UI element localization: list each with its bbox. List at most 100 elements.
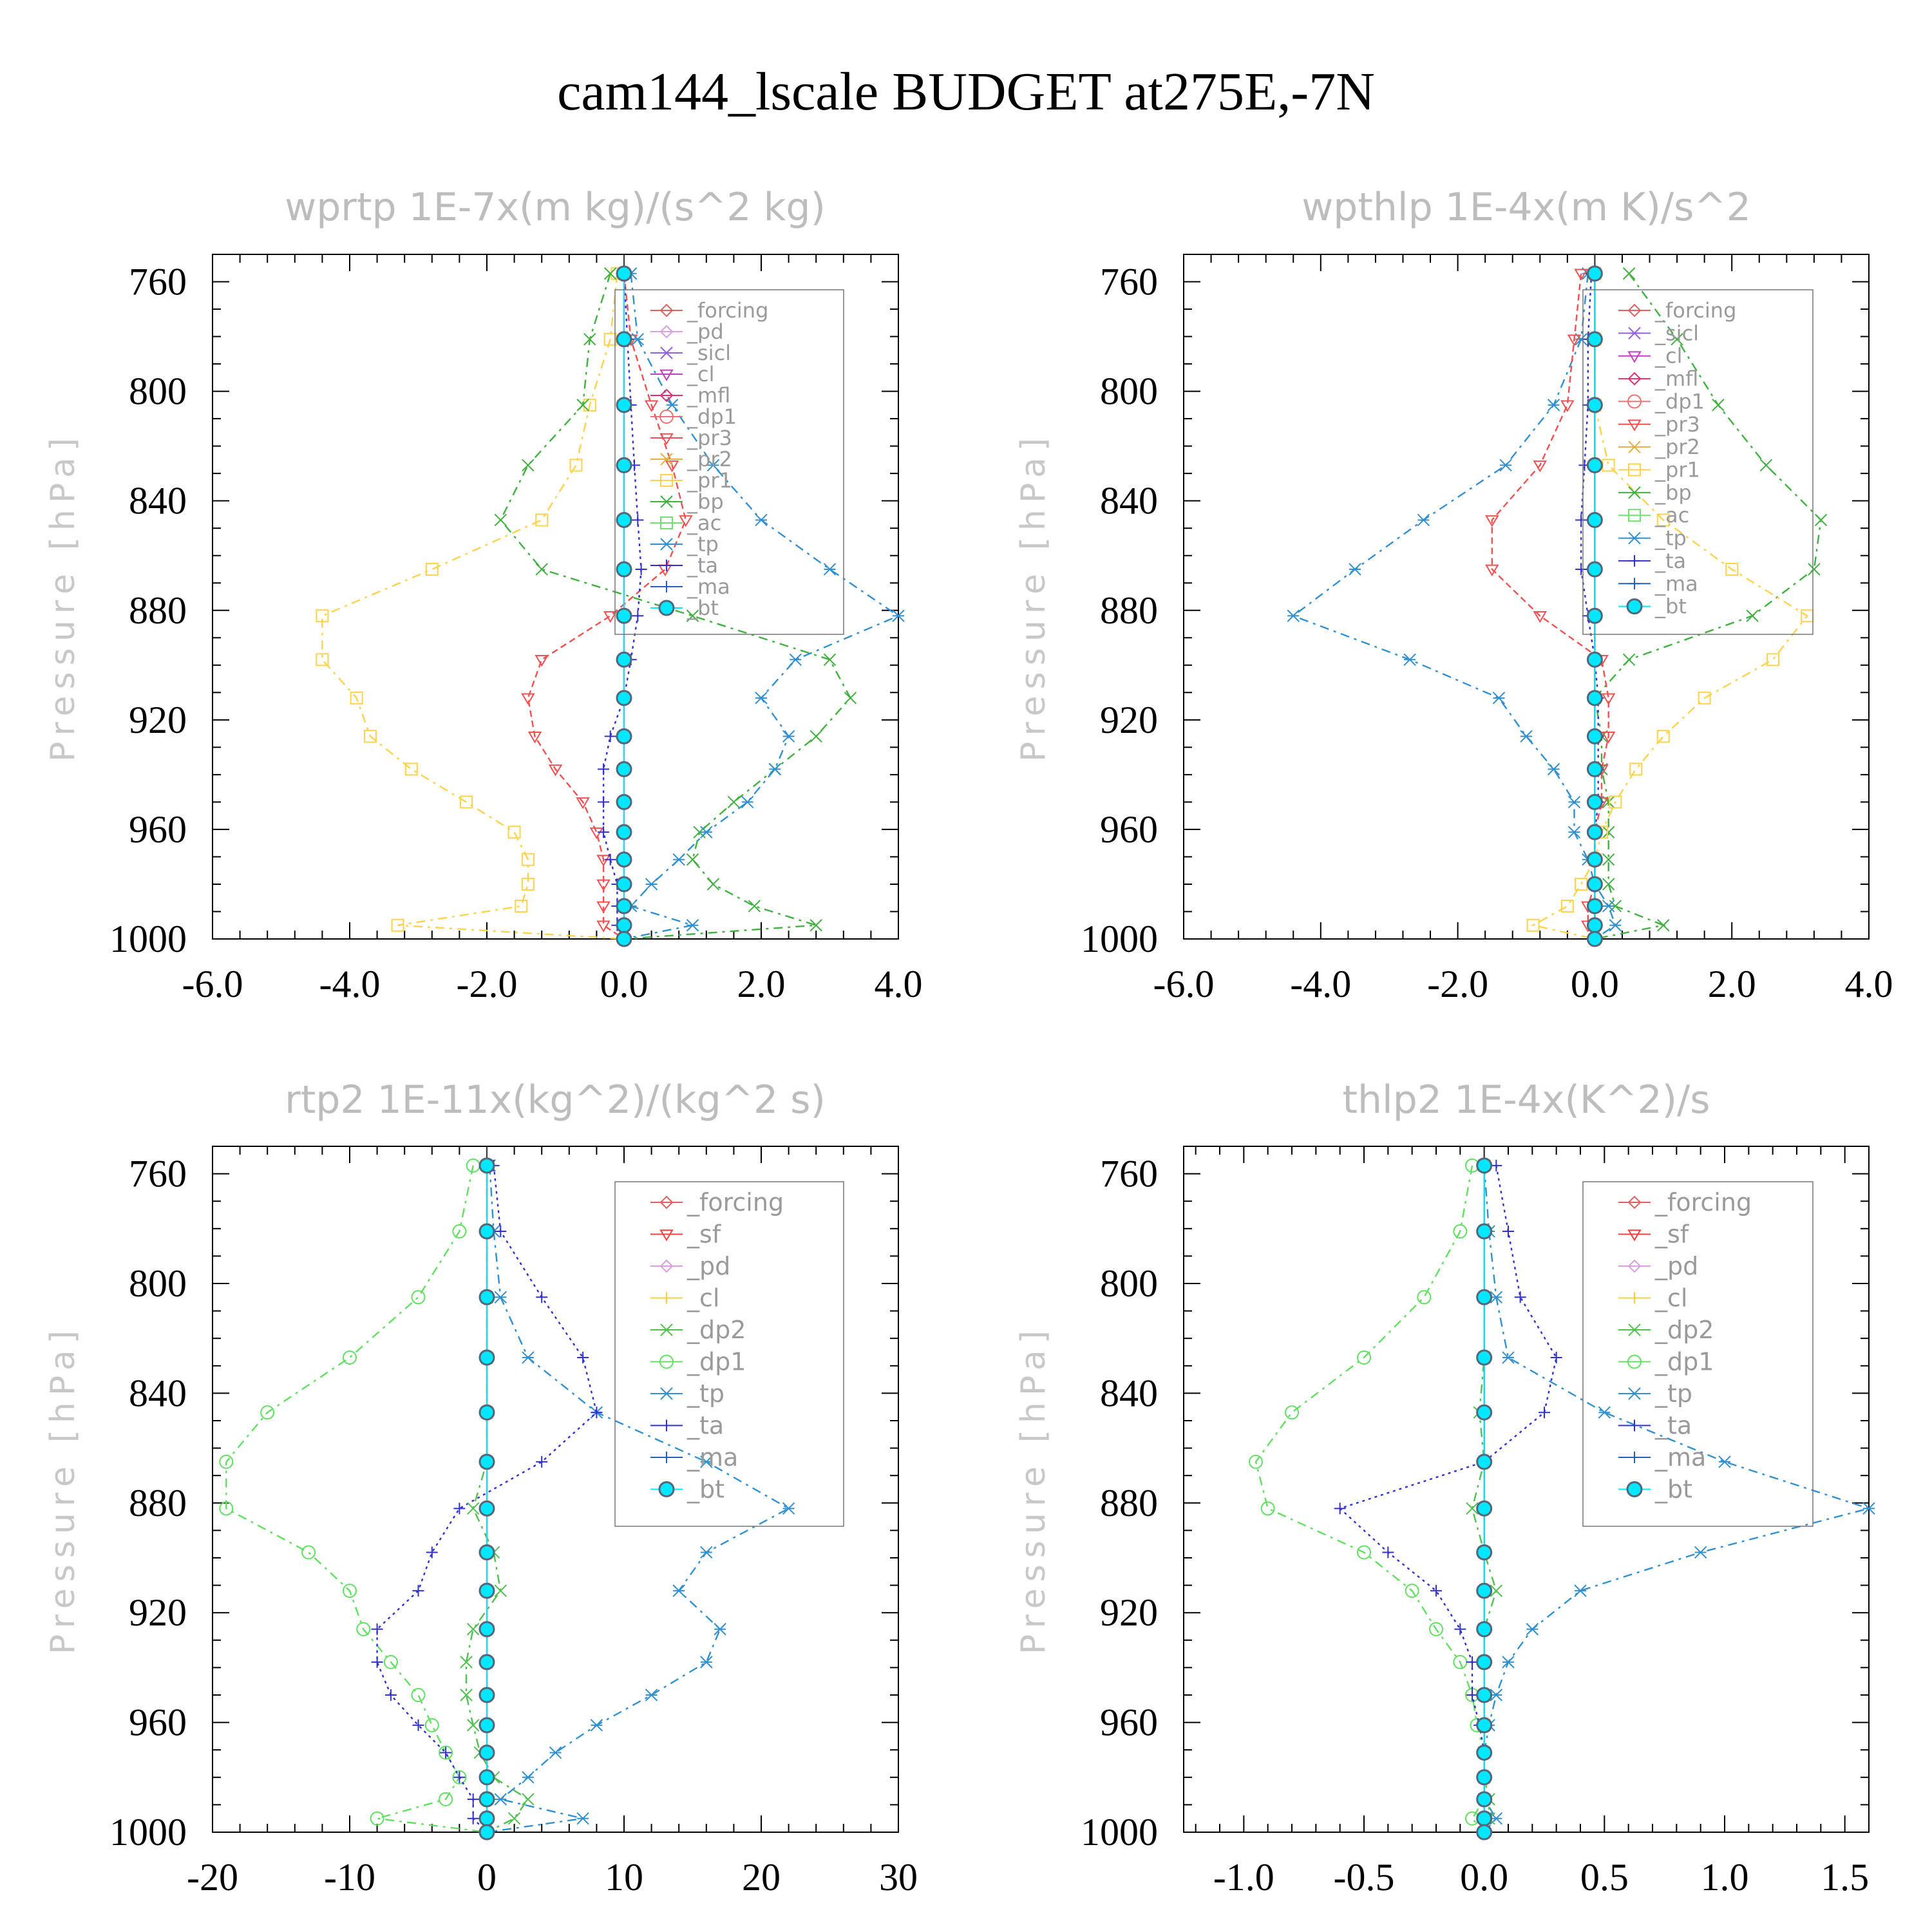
y-tick-label: 880 (129, 1482, 187, 1524)
data-point (1586, 728, 1603, 744)
data-point (596, 901, 611, 913)
legend-item-ma: _ma (1618, 1443, 1706, 1472)
legend-marker (659, 410, 674, 424)
data-point (603, 267, 617, 280)
data-point (1285, 1405, 1299, 1420)
y-tick-label: 800 (1100, 1262, 1158, 1305)
data-point (1586, 397, 1603, 413)
legend-label: _tp (1654, 526, 1687, 551)
legend-label: _ta (1654, 549, 1686, 573)
legend-marker (660, 1387, 673, 1400)
series-line (225, 1165, 488, 1833)
legend-item-forcing: _forcing (1618, 298, 1736, 323)
legend-item-bt: _bt (650, 596, 719, 620)
data-point (616, 931, 632, 947)
data-point (1476, 1544, 1493, 1560)
plot-frame (212, 1146, 899, 1833)
series-bt (1476, 1157, 1493, 1841)
data-point (1586, 851, 1603, 868)
series-line (1531, 273, 1808, 940)
legend-label: _pr2 (1654, 435, 1700, 459)
data-point (1249, 1454, 1263, 1469)
data-point (1586, 898, 1603, 914)
data-point (1466, 1656, 1478, 1668)
data-point (425, 562, 439, 576)
legend-item-tp: _tp (1618, 526, 1687, 551)
legend-item-cl: _cl (650, 1284, 719, 1312)
x-tick-label: 0.5 (1580, 1856, 1629, 1899)
data-point (700, 1546, 713, 1559)
data-point (577, 1352, 589, 1364)
data-point (616, 397, 632, 413)
data-point (1698, 691, 1711, 705)
data-point (1526, 1623, 1539, 1636)
legend-box (614, 289, 844, 635)
data-point (494, 1584, 507, 1597)
data-point (616, 793, 632, 810)
series-line (602, 273, 642, 940)
data-point (1476, 1744, 1493, 1761)
legend-marker (1628, 327, 1641, 340)
series-line (1338, 1165, 1557, 1832)
data-point (569, 459, 583, 472)
x-tick-label: 4.0 (875, 963, 923, 1005)
legend-item-pr3: _pr3 (1618, 412, 1700, 437)
legend-item-ac: _ac (1618, 503, 1689, 527)
data-point (1533, 611, 1548, 623)
legend-label: _ma (687, 1443, 738, 1472)
data-point (1712, 399, 1725, 412)
legend-item-sicl: _sicl (650, 341, 731, 365)
y-tick-label: 960 (129, 808, 187, 851)
data-point (478, 1544, 495, 1560)
y-tick-label: 760 (129, 261, 187, 303)
data-point (522, 1793, 535, 1806)
legend-marker (660, 1323, 673, 1336)
data-point (460, 1689, 473, 1701)
legend-marker (1626, 598, 1643, 615)
legend-label: _dp1 (687, 1348, 746, 1376)
legend-marker (1628, 1323, 1641, 1336)
data-point (1598, 1406, 1611, 1419)
data-point (478, 1157, 495, 1174)
legend-label: _ac (687, 511, 721, 535)
data-point (1287, 609, 1300, 622)
data-point (1586, 651, 1603, 668)
legend-item-pd: _pd (650, 319, 724, 344)
data-point (596, 855, 611, 867)
series-bp (494, 267, 857, 940)
data-point (371, 1656, 383, 1668)
data-point (1502, 1351, 1515, 1364)
y-tick-label: 960 (129, 1701, 187, 1744)
data-point (439, 1745, 453, 1760)
legend-marker (1628, 1387, 1641, 1400)
data-point (755, 513, 768, 527)
x-tick-label: 30 (879, 1856, 918, 1899)
data-point (1575, 563, 1587, 575)
data-point (1574, 269, 1588, 281)
data-point (1476, 1223, 1493, 1240)
legend-item-bp: _bp (1618, 480, 1692, 505)
data-point (424, 1718, 439, 1732)
data-point (1601, 732, 1616, 744)
data-point (1602, 826, 1615, 838)
data-point (635, 563, 647, 575)
legend-label: _ma (1654, 571, 1698, 596)
data-point (1567, 795, 1581, 809)
data-point (494, 513, 507, 527)
legend-item-sf: _sf (650, 1220, 722, 1249)
legend-marker (659, 325, 674, 339)
legend-item-forcing: _forcing (1618, 1188, 1752, 1217)
data-point (604, 730, 616, 743)
data-point (1814, 513, 1828, 527)
series-line (465, 1165, 529, 1833)
data-point (478, 1500, 495, 1517)
legend-item-ta: _ta (1618, 1412, 1692, 1440)
x-tick-label: 20 (742, 1856, 781, 1899)
series-dp1 (219, 1158, 488, 1833)
series-bt (478, 1157, 495, 1841)
data-point (1586, 761, 1603, 777)
panel-title: thlp2 1E-4x(K^2)/s (1342, 1077, 1710, 1122)
legend-label: _pd (687, 319, 724, 344)
data-point (823, 653, 837, 667)
data-point (1671, 333, 1683, 346)
